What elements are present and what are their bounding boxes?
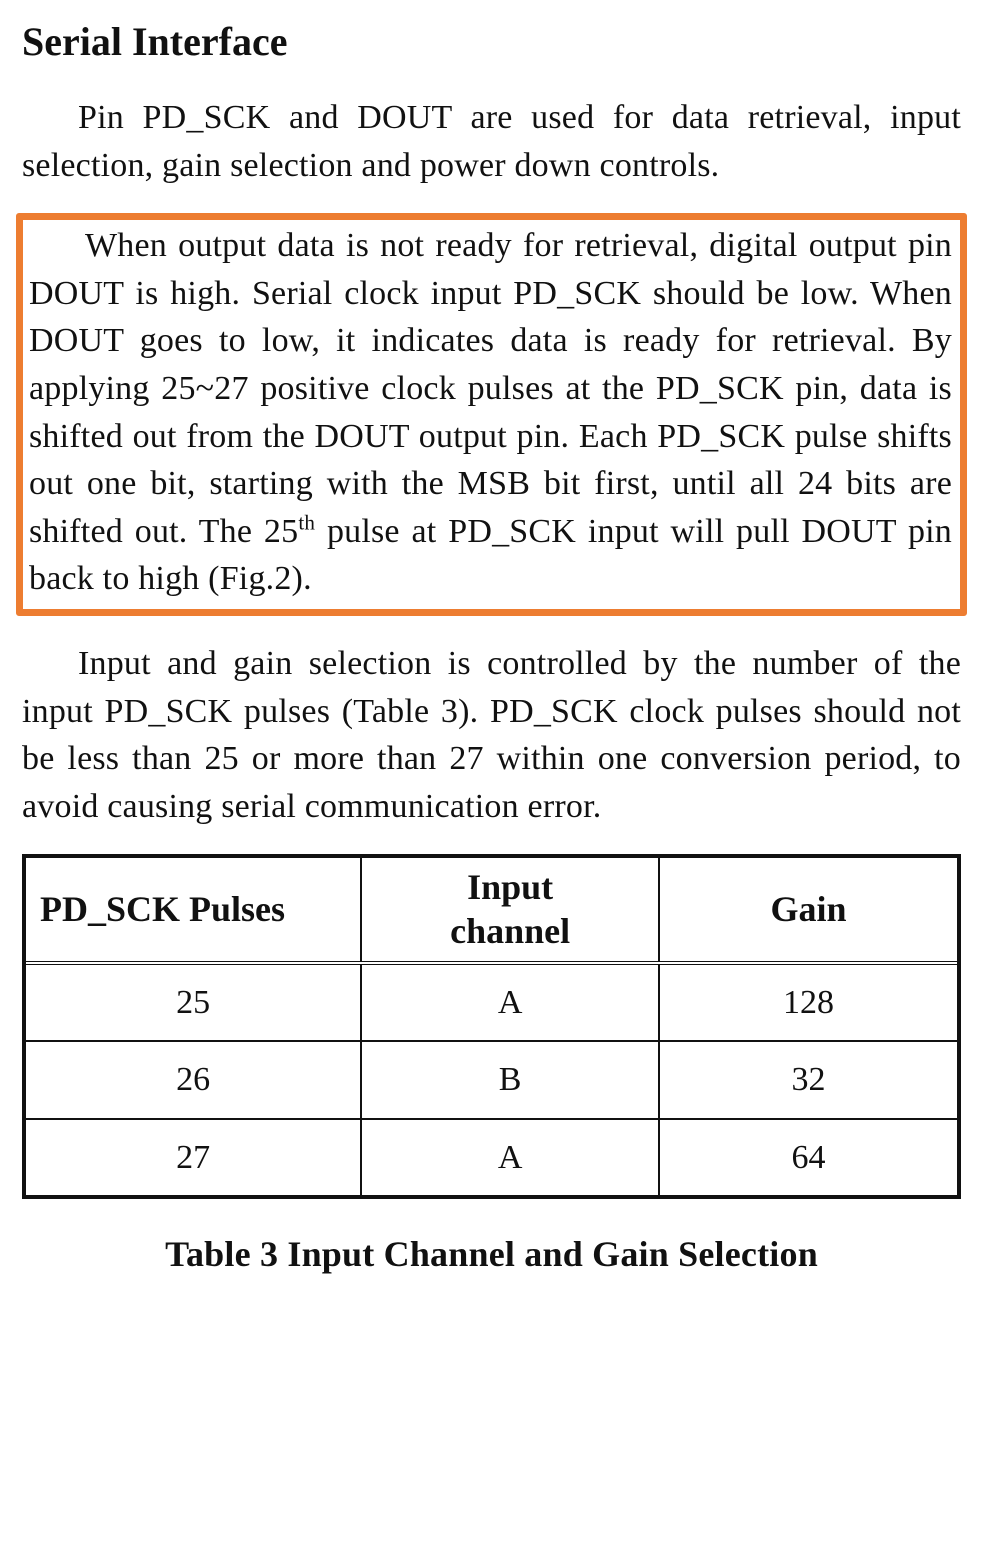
- cell-channel: B: [361, 1041, 659, 1119]
- intro-paragraph: Pin PD_SCK and DOUT are used for data re…: [22, 94, 961, 189]
- cell-channel: A: [361, 1119, 659, 1196]
- cell-channel: A: [361, 963, 659, 1042]
- section-title: Serial Interface: [22, 18, 961, 66]
- table-row: 25 A 128: [26, 963, 957, 1042]
- cell-gain: 128: [659, 963, 957, 1042]
- table-row: 27 A 64: [26, 1119, 957, 1196]
- table-caption: Table 3 Input Channel and Gain Selection: [22, 1229, 961, 1279]
- table-row: 26 B 32: [26, 1041, 957, 1119]
- pulses-table-wrap: PD_SCK Pulses Input channel Gain 25 A 12…: [22, 854, 961, 1199]
- pulses-table: PD_SCK Pulses Input channel Gain 25 A 12…: [26, 858, 957, 1195]
- highlight-text-pre: When output data is not ready for retrie…: [29, 227, 952, 550]
- header-channel: Input channel: [361, 858, 659, 962]
- highlighted-paragraph-box: When output data is not ready for retrie…: [16, 213, 967, 616]
- highlighted-paragraph: When output data is not ready for retrie…: [29, 222, 952, 603]
- table-header-row: PD_SCK Pulses Input channel Gain: [26, 858, 957, 962]
- cell-gain: 64: [659, 1119, 957, 1196]
- cell-pulses: 26: [26, 1041, 361, 1119]
- header-gain: Gain: [659, 858, 957, 962]
- ordinal-suffix: th: [298, 510, 315, 534]
- header-pulses: PD_SCK Pulses: [26, 858, 361, 962]
- cell-pulses: 27: [26, 1119, 361, 1196]
- post-box-paragraph: Input and gain selection is controlled b…: [22, 640, 961, 830]
- header-channel-line2: channel: [450, 911, 570, 951]
- cell-gain: 32: [659, 1041, 957, 1119]
- header-channel-line1: Input: [467, 867, 553, 907]
- cell-pulses: 25: [26, 963, 361, 1042]
